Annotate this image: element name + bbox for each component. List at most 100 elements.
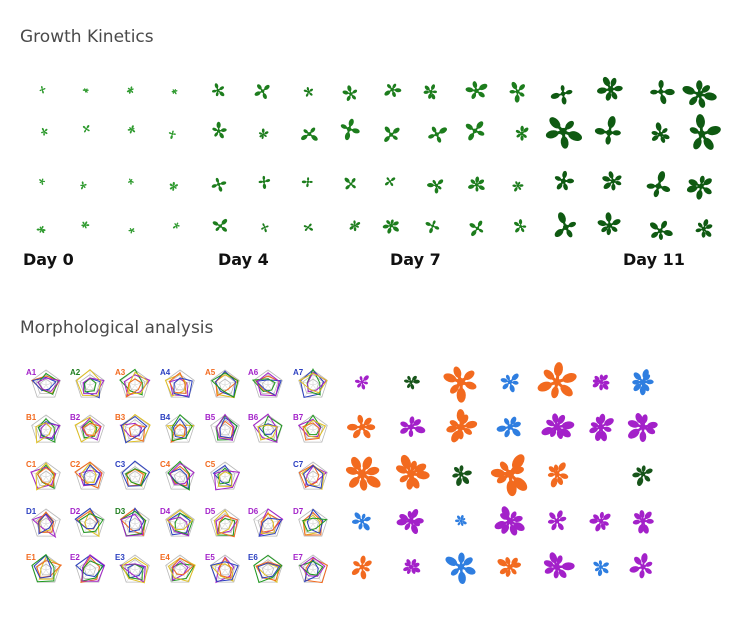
radar-chart-A3: A3 [115, 368, 151, 398]
radar-label: C1 [26, 460, 37, 469]
radar-chart-E5: E5 [205, 553, 240, 584]
growth-plant-g1-r3-c1 [261, 223, 269, 233]
rosette-r3-c6 [632, 510, 654, 534]
growth-kinetics-plants [36, 76, 721, 240]
radar-label: A6 [248, 368, 259, 377]
growth-plant-g0-r0-c3 [171, 89, 178, 95]
rosette-r3-c4 [547, 510, 567, 531]
radar-chart-B6: B6 [248, 413, 283, 444]
rosette-r3-c5 [589, 511, 611, 532]
radar-chart-C1: C1 [26, 460, 61, 491]
rosette-r1-c0 [346, 414, 376, 439]
rosette-r1-c5 [589, 413, 614, 442]
rosette-r3-c1 [396, 508, 424, 535]
growth-plant-g2-r2-c3 [427, 179, 444, 194]
radar-label: B4 [160, 413, 171, 422]
radar-label: C2 [70, 460, 81, 469]
radar-chart-C7: C7 [293, 460, 328, 491]
radar-label: D2 [70, 507, 81, 516]
rosette-r3-c3 [494, 506, 525, 536]
growth-plant-g2-r1-c4 [465, 121, 485, 141]
growth-plant-g0-r2-c3 [169, 181, 178, 191]
radar-label: A1 [26, 368, 37, 377]
growth-plant-g0-r2-c0 [39, 178, 46, 185]
radar-label: C5 [205, 460, 216, 469]
radar-label: A2 [70, 368, 81, 377]
morphological-analysis-title: Morphological analysis [20, 318, 214, 338]
rosette-r2-c6 [632, 465, 653, 486]
growth-plant-g0-r2-c1 [80, 181, 87, 190]
rosette-r4-c4 [543, 552, 575, 579]
radar-chart-B1: B1 [26, 413, 61, 444]
rosette-r0-c6 [632, 369, 654, 396]
radar-label: E2 [70, 553, 80, 562]
day-11-label: Day 11 [623, 250, 685, 269]
growth-plant-g0-r0-c2 [126, 86, 134, 94]
radar-label: E6 [248, 553, 258, 562]
radar-chart-C5: C5 [205, 460, 241, 491]
radar-chart-C3: C3 [115, 460, 151, 490]
rosette-r0-c0 [354, 375, 369, 390]
day-4-label: Day 4 [218, 250, 269, 269]
radar-label: C3 [115, 460, 126, 469]
radar-label: C4 [160, 460, 171, 469]
growth-plant-g2-r3-c2 [382, 219, 399, 234]
radar-chart-D1: D1 [26, 507, 61, 539]
radar-label: D1 [26, 507, 37, 516]
radar-chart-D4: D4 [160, 507, 195, 537]
radar-chart-A2: A2 [70, 368, 105, 399]
growth-plant-g0-r3-c0 [36, 225, 46, 234]
growth-plant-g3-r2-c2 [646, 171, 671, 198]
growth-plant-g3-r3-c1 [597, 212, 621, 236]
radar-label: D6 [248, 507, 259, 516]
growth-plant-g1-r2-c0 [211, 177, 227, 192]
rosette-r2-c0 [345, 456, 381, 491]
radar-label: D4 [160, 507, 171, 516]
radar-chart-E3: E3 [115, 553, 150, 584]
radar-chart-A7: A7 [293, 368, 328, 398]
rosette-r4-c2 [445, 552, 476, 585]
radar-chart-B4: B4 [160, 413, 195, 444]
growth-kinetics-title: Growth Kinetics [20, 27, 154, 47]
growth-plant-g2-r0-c1 [342, 85, 358, 101]
growth-plant-g0-r1-c1 [82, 125, 90, 133]
growth-plant-g2-r2-c4 [468, 176, 485, 192]
growth-plant-g3-r1-c0 [545, 117, 583, 149]
growth-plant-g2-r0-c3 [423, 84, 437, 100]
radar-label: E5 [205, 553, 215, 562]
growth-plant-g3-r3-c2 [649, 220, 673, 240]
radar-chart-A5: A5 [205, 368, 240, 399]
rosette-r1-c2 [446, 409, 478, 443]
radar-chart-D5: D5 [205, 507, 240, 538]
growth-plant-g2-r2-c2 [385, 177, 396, 187]
growth-plant-g3-r0-c0 [550, 85, 573, 105]
growth-plant-g2-r0-c4 [465, 81, 488, 100]
radar-chart-D3: D3 [115, 507, 150, 537]
radar-chart-C2: C2 [70, 460, 105, 490]
radar-label: D5 [205, 507, 216, 516]
growth-plant-g2-r0-c2 [384, 83, 402, 98]
radar-label: B3 [115, 413, 126, 422]
growth-plant-g3-r3-c0 [554, 212, 577, 238]
radar-label: D7 [293, 507, 304, 516]
growth-plant-g0-r3-c1 [81, 221, 90, 229]
growth-plant-g2-r2-c1 [344, 177, 356, 190]
rosette-r2-c1 [396, 454, 430, 490]
radar-label: A3 [115, 368, 126, 377]
growth-plant-g2-r1-c3 [428, 126, 448, 143]
growth-plant-g2-r1-c2 [384, 126, 400, 142]
growth-plant-g2-r3-c5 [514, 219, 527, 233]
radar-chart-E1: E1 [26, 553, 63, 583]
growth-plant-g1-r3-c0 [212, 218, 228, 232]
radar-chart-A4: A4 [160, 368, 195, 398]
growth-plant-g3-r2-c0 [554, 170, 575, 191]
radar-label: E7 [293, 553, 303, 562]
rosette-r0-c1 [404, 375, 420, 390]
growth-plant-g0-r3-c3 [172, 222, 180, 229]
growth-plant-g1-r2-c1 [258, 175, 271, 189]
day-0-label: Day 0 [23, 250, 74, 269]
growth-plant-g2-r2-c5 [512, 181, 524, 192]
radar-chart-B7: B7 [293, 413, 328, 443]
radar-label: A5 [205, 368, 216, 377]
growth-plant-g0-r0-c0 [39, 85, 46, 94]
